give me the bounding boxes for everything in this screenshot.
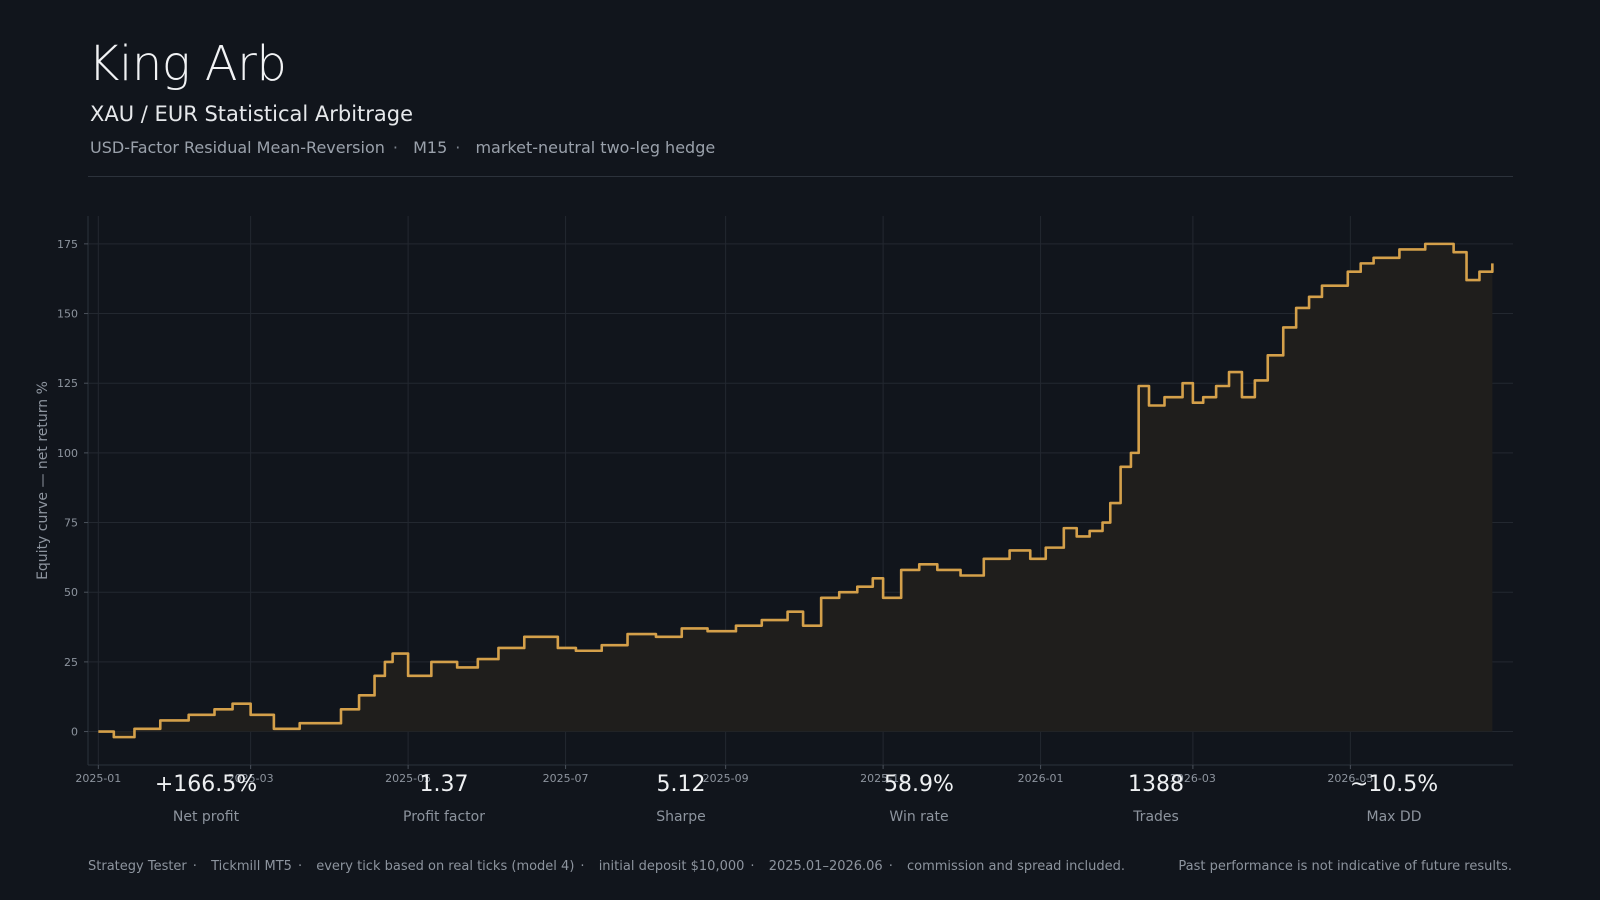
stat-value: 58.9% xyxy=(884,772,954,797)
footer-item: every tick based on real ticks (model 4) xyxy=(316,859,575,874)
x-tick-label: 2025-05 xyxy=(385,772,431,785)
x-tick-label: 2025-09 xyxy=(703,772,749,785)
tag-timeframe: M15 xyxy=(413,138,448,157)
x-tick-label: 2026-01 xyxy=(1018,772,1064,785)
x-tick-label: 2026-05 xyxy=(1327,772,1373,785)
stat-max-dd: ~10.5% Max DD xyxy=(1294,772,1494,825)
stat-label: Max DD xyxy=(1366,809,1422,825)
stat-label: Win rate xyxy=(889,809,949,825)
x-tick-label: 2025-11 xyxy=(860,772,906,785)
footer-item: 2025.01–2026.06 xyxy=(768,859,883,874)
y-tick-label: 125 xyxy=(57,377,78,390)
x-tick-label: 2026-03 xyxy=(1170,772,1216,785)
footer-details: Strategy Tester · Tickmill MT5 · every tic… xyxy=(88,859,1126,874)
stat-trades: 1388 Trades xyxy=(1056,772,1256,825)
x-tick-label: 2025-01 xyxy=(75,772,121,785)
chart-labels: 0 25 50 75 100 125 150 175 2025-01 2025-03 2025-05… xyxy=(35,238,1373,785)
stat-win-rate: 58.9% Win rate xyxy=(819,772,1019,825)
stat-label: Sharpe xyxy=(656,809,706,825)
equity-area xyxy=(98,243,1493,738)
stat-label: Profit factor xyxy=(403,809,485,825)
y-tick-label: 50 xyxy=(64,586,78,599)
stat-value: 5.12 xyxy=(656,772,706,797)
footer-item: commission and spread included. xyxy=(907,859,1126,874)
strategy-tags: USD-Factor Residual Mean-Reversion · M15 ·… xyxy=(90,138,716,157)
y-tick-label: 100 xyxy=(57,447,78,460)
x-tick-label: 2025-03 xyxy=(228,772,274,785)
y-tick-label: 25 xyxy=(64,656,78,669)
stat-value: ~10.5% xyxy=(1349,772,1439,797)
x-tick-label: 2025-07 xyxy=(543,772,589,785)
chart-plot xyxy=(98,242,1494,739)
chart-axes xyxy=(84,216,1513,769)
stat-value: +166.5% xyxy=(154,772,258,797)
y-tick-label: 0 xyxy=(71,726,78,739)
stat-value: 1388 xyxy=(1128,772,1184,797)
stat-value: 1.37 xyxy=(419,772,469,797)
page-title: King Arb xyxy=(88,36,287,92)
y-axis-label: Equity curve — net return % xyxy=(35,381,51,580)
tag-hedge: market-neutral two-leg hedge xyxy=(475,138,716,157)
tag-method: USD-Factor Residual Mean-Reversion xyxy=(90,138,385,157)
header-divider xyxy=(88,176,1513,177)
footer-item: Strategy Tester xyxy=(88,859,187,874)
stat-label: Net profit xyxy=(172,809,240,825)
equity-line xyxy=(98,242,1494,739)
stat-profit-factor: 1.37 Profit factor xyxy=(344,772,544,825)
y-tick-label: 175 xyxy=(57,238,78,251)
footer-disclaimer: Past performance is not indicative of fu… xyxy=(1178,859,1512,874)
footer-item: Tickmill MT5 xyxy=(211,859,292,874)
footer-item: initial deposit $10,000 xyxy=(598,859,745,874)
stat-sharpe: 5.12 Sharpe xyxy=(581,772,781,825)
stats-row: +166.5% Net profit 1.37 Profit factor 5.… xyxy=(88,772,1513,832)
stat-net-profit: +166.5% Net profit xyxy=(106,772,306,825)
y-tick-label: 75 xyxy=(64,517,78,530)
page-subtitle: XAU / EUR Statistical Arbitrage xyxy=(90,102,414,126)
stat-label: Trades xyxy=(1133,809,1179,825)
y-tick-label: 150 xyxy=(57,308,78,321)
